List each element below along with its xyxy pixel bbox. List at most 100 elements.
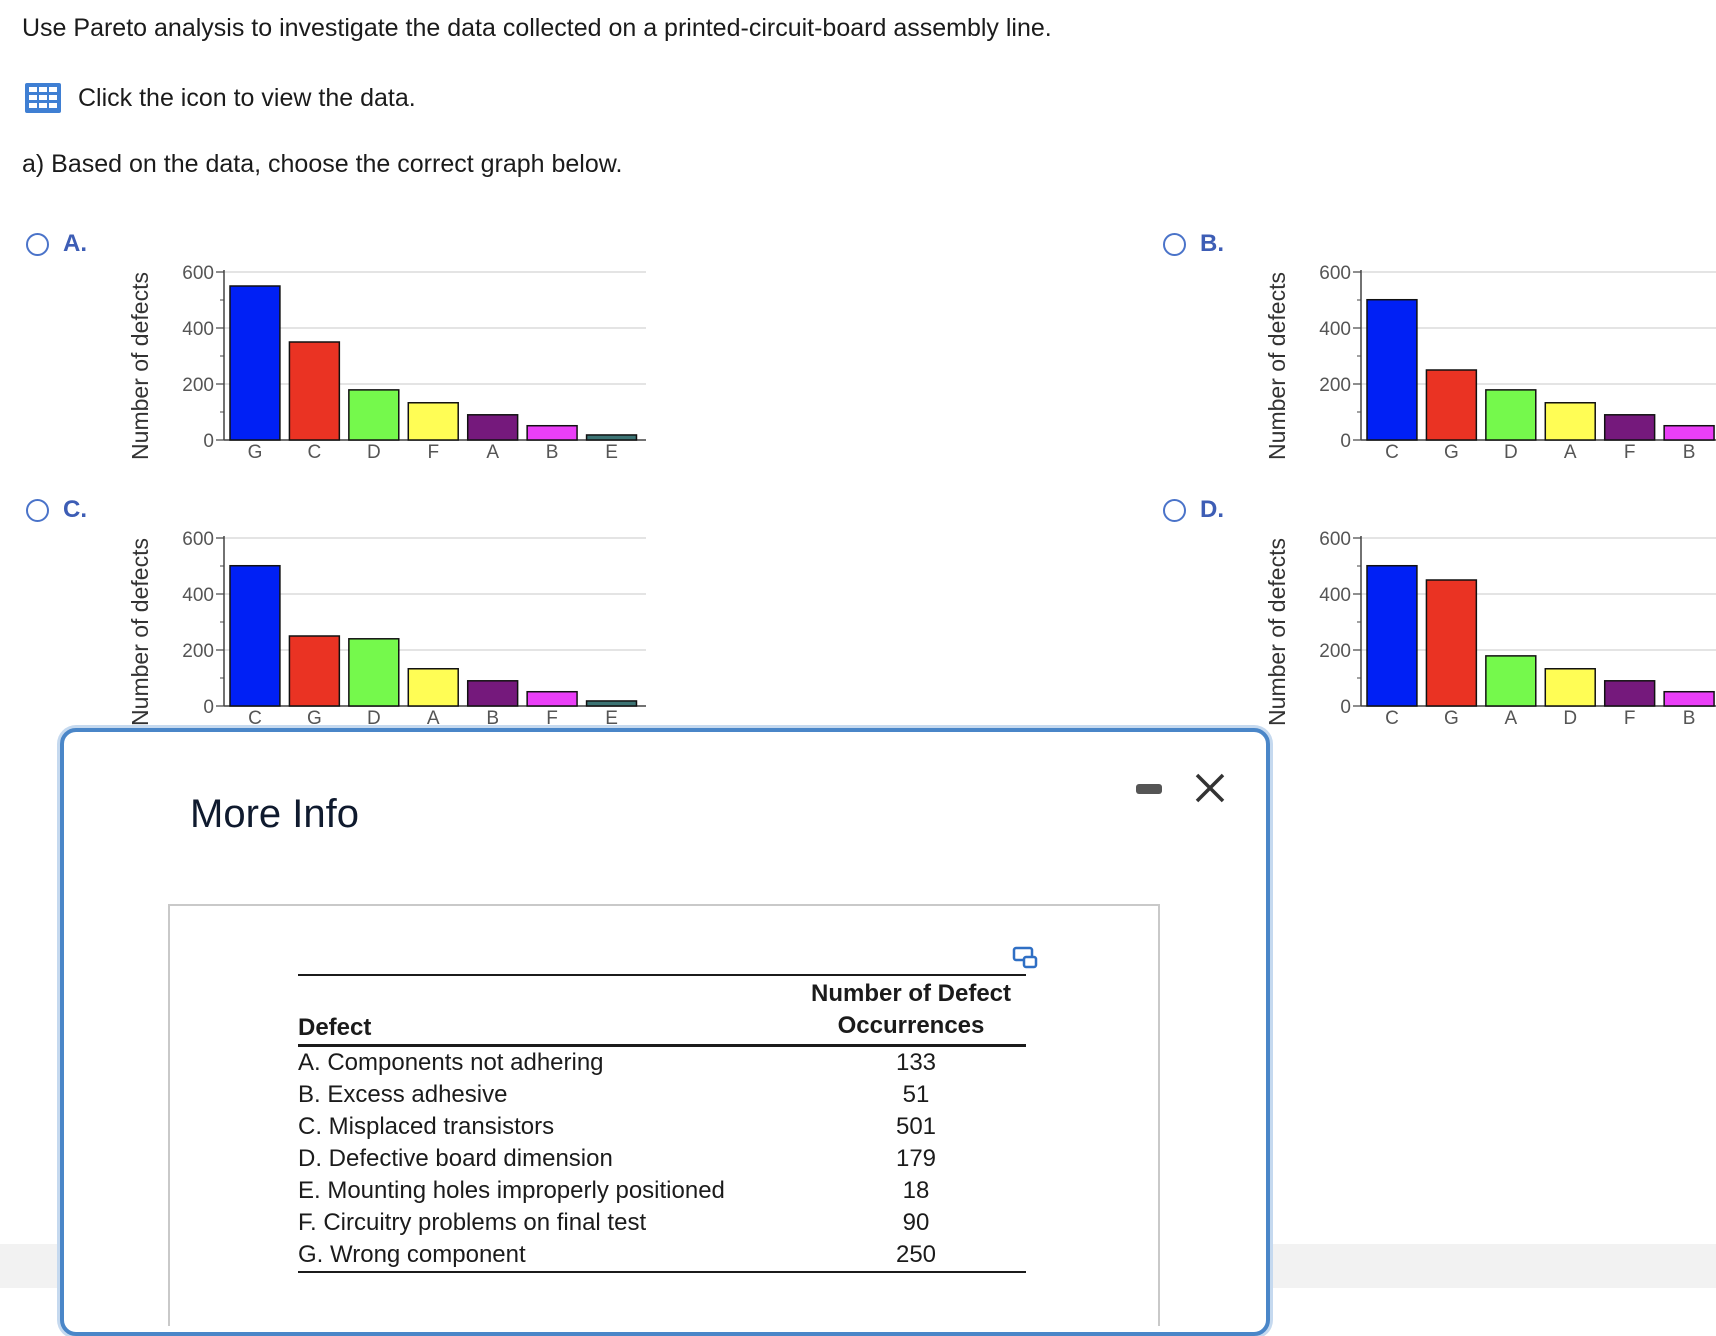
y-tick-label: 200 <box>1319 641 1351 662</box>
y-tick-label: 600 <box>182 529 214 550</box>
option-a-chart: Number of defects 0 200 400 600 G C D F A B E <box>127 263 646 463</box>
bar <box>466 680 519 707</box>
x-tick-label: C <box>1385 708 1399 729</box>
count-cell: 179 <box>895 1145 937 1172</box>
x-tick-label: F <box>546 708 558 729</box>
option-c: C. Number of defects 0 200 400 600 C G D A B F E <box>26 496 646 736</box>
defect-table: Defect Number of Defect Occurrences A. Co… <box>298 974 1026 1273</box>
bar <box>288 341 341 441</box>
x-tick-label: D <box>1504 442 1518 463</box>
option-a-letter: A. <box>63 230 87 257</box>
table-row: F. Circuitry problems on final test 90 <box>298 1207 1026 1239</box>
defect-cell: F. Circuitry problems on final test <box>298 1209 647 1236</box>
count-cell: 18 <box>902 1177 930 1204</box>
more-info-dialog: More Info Defect Number of Defect Occurre… <box>60 728 1270 1336</box>
option-d-letter: D. <box>1200 496 1224 523</box>
bar <box>526 690 578 707</box>
y-tick-label: 200 <box>182 641 214 662</box>
y-tick-label: 0 <box>203 697 214 718</box>
view-data-text: Click the icon to view the data. <box>78 83 416 112</box>
x-tick-label: B <box>546 442 559 463</box>
x-tick-label: D <box>367 708 381 729</box>
bar <box>1425 369 1478 441</box>
defect-cell: A. Components not adhering <box>298 1049 604 1076</box>
option-b-radio[interactable] <box>1163 232 1186 256</box>
x-tick-label: D <box>367 442 381 463</box>
y-tick-label: 0 <box>203 431 214 452</box>
part-a-prompt: a) Based on the data, choose the correct… <box>22 150 623 178</box>
option-c-ylabel: Number of defects <box>127 538 153 726</box>
bar <box>229 285 281 441</box>
bar <box>407 402 459 441</box>
option-b: B. Number of defects0200400600CGDAFBE <box>1163 230 1716 470</box>
x-tick-label: E <box>605 708 618 729</box>
x-tick-label: G <box>1444 708 1459 729</box>
table-row: C. Misplaced transistors 501 <box>298 1111 1026 1143</box>
table-row: G. Wrong component 250 <box>298 1239 1026 1272</box>
question-title: Use Pareto analysis to investigate the d… <box>22 14 1052 42</box>
option-c-chart: Number of defects 0 200 400 600 C G D A B F E <box>127 529 646 729</box>
x-tick-label: B <box>1683 442 1696 463</box>
y-tick-label: 0 <box>1340 697 1351 718</box>
minimize-icon[interactable] <box>1136 784 1162 794</box>
option-a: A. Number of defects 0 200 400 600 G C D F A B E <box>26 230 646 470</box>
bar <box>1366 298 1418 441</box>
x-tick-label: A <box>1564 442 1577 463</box>
bar <box>466 414 519 441</box>
y-tick-label: 600 <box>182 263 214 284</box>
option-b-ylabel: Number of defects <box>1264 272 1290 460</box>
option-c-radio[interactable] <box>26 498 49 522</box>
x-tick-label: E <box>605 442 618 463</box>
bar <box>407 668 459 707</box>
data-table-icon[interactable] <box>24 82 62 114</box>
bar <box>229 564 281 707</box>
x-tick-label: G <box>307 708 322 729</box>
option-b-letter: B. <box>1200 230 1224 257</box>
x-tick-label: D <box>1563 708 1577 729</box>
x-tick-label: F <box>1624 708 1636 729</box>
x-tick-label: G <box>1444 442 1459 463</box>
defect-cell: C. Misplaced transistors <box>298 1113 555 1140</box>
option-d-ylabel: Number of defects <box>1264 538 1290 726</box>
option-a-radio[interactable] <box>26 232 49 256</box>
defect-cell: D. Defective board dimension <box>298 1145 613 1172</box>
count-cell: 501 <box>895 1113 937 1140</box>
x-tick-label: A <box>486 442 499 463</box>
bar <box>585 700 638 707</box>
view-data-row: Click the icon to view the data. <box>24 80 416 116</box>
y-tick-label: 600 <box>1319 263 1351 284</box>
x-tick-label: F <box>427 442 439 463</box>
count-cell: 250 <box>895 1241 937 1268</box>
bar <box>1544 402 1596 441</box>
bar <box>1366 564 1418 707</box>
y-tick-label: 400 <box>1319 585 1351 606</box>
bar <box>1663 424 1715 441</box>
table-header-row: Defect Number of Defect Occurrences <box>298 975 1026 1046</box>
bar <box>1663 690 1715 707</box>
count-cell: 51 <box>902 1081 930 1108</box>
bar <box>288 635 341 707</box>
option-d-radio[interactable] <box>1163 498 1186 522</box>
y-tick-label: 200 <box>1319 375 1351 396</box>
header-defect: Defect <box>298 1014 372 1041</box>
y-tick-label: 600 <box>1319 529 1351 550</box>
header-occurrences: Number of Defect Occurrences <box>796 975 1026 1046</box>
y-tick-label: 0 <box>1340 431 1351 452</box>
copy-icon[interactable] <box>1012 946 1038 970</box>
x-tick-label: C <box>308 442 322 463</box>
close-icon[interactable] <box>1192 770 1228 806</box>
table-row: B. Excess adhesive 51 <box>298 1079 1026 1111</box>
option-d-chart: Number of defects0200400600CGADFBE <box>1264 529 1716 729</box>
x-tick-label: B <box>1683 708 1696 729</box>
header-occurrences-line1: Number of Defect <box>810 980 1012 1007</box>
bar <box>526 424 578 441</box>
x-tick-label: G <box>248 442 263 463</box>
data-table-panel: Defect Number of Defect Occurrences A. Co… <box>168 904 1160 1326</box>
table-row: A. Components not adhering 133 <box>298 1046 1026 1080</box>
option-d: D. Number of defects0200400600CGADFBE <box>1163 496 1716 736</box>
bar <box>1603 680 1656 707</box>
y-tick-label: 400 <box>1319 319 1351 340</box>
x-tick-label: A <box>1504 708 1517 729</box>
defect-cell: G. Wrong component <box>298 1241 526 1268</box>
bar <box>1425 579 1478 707</box>
